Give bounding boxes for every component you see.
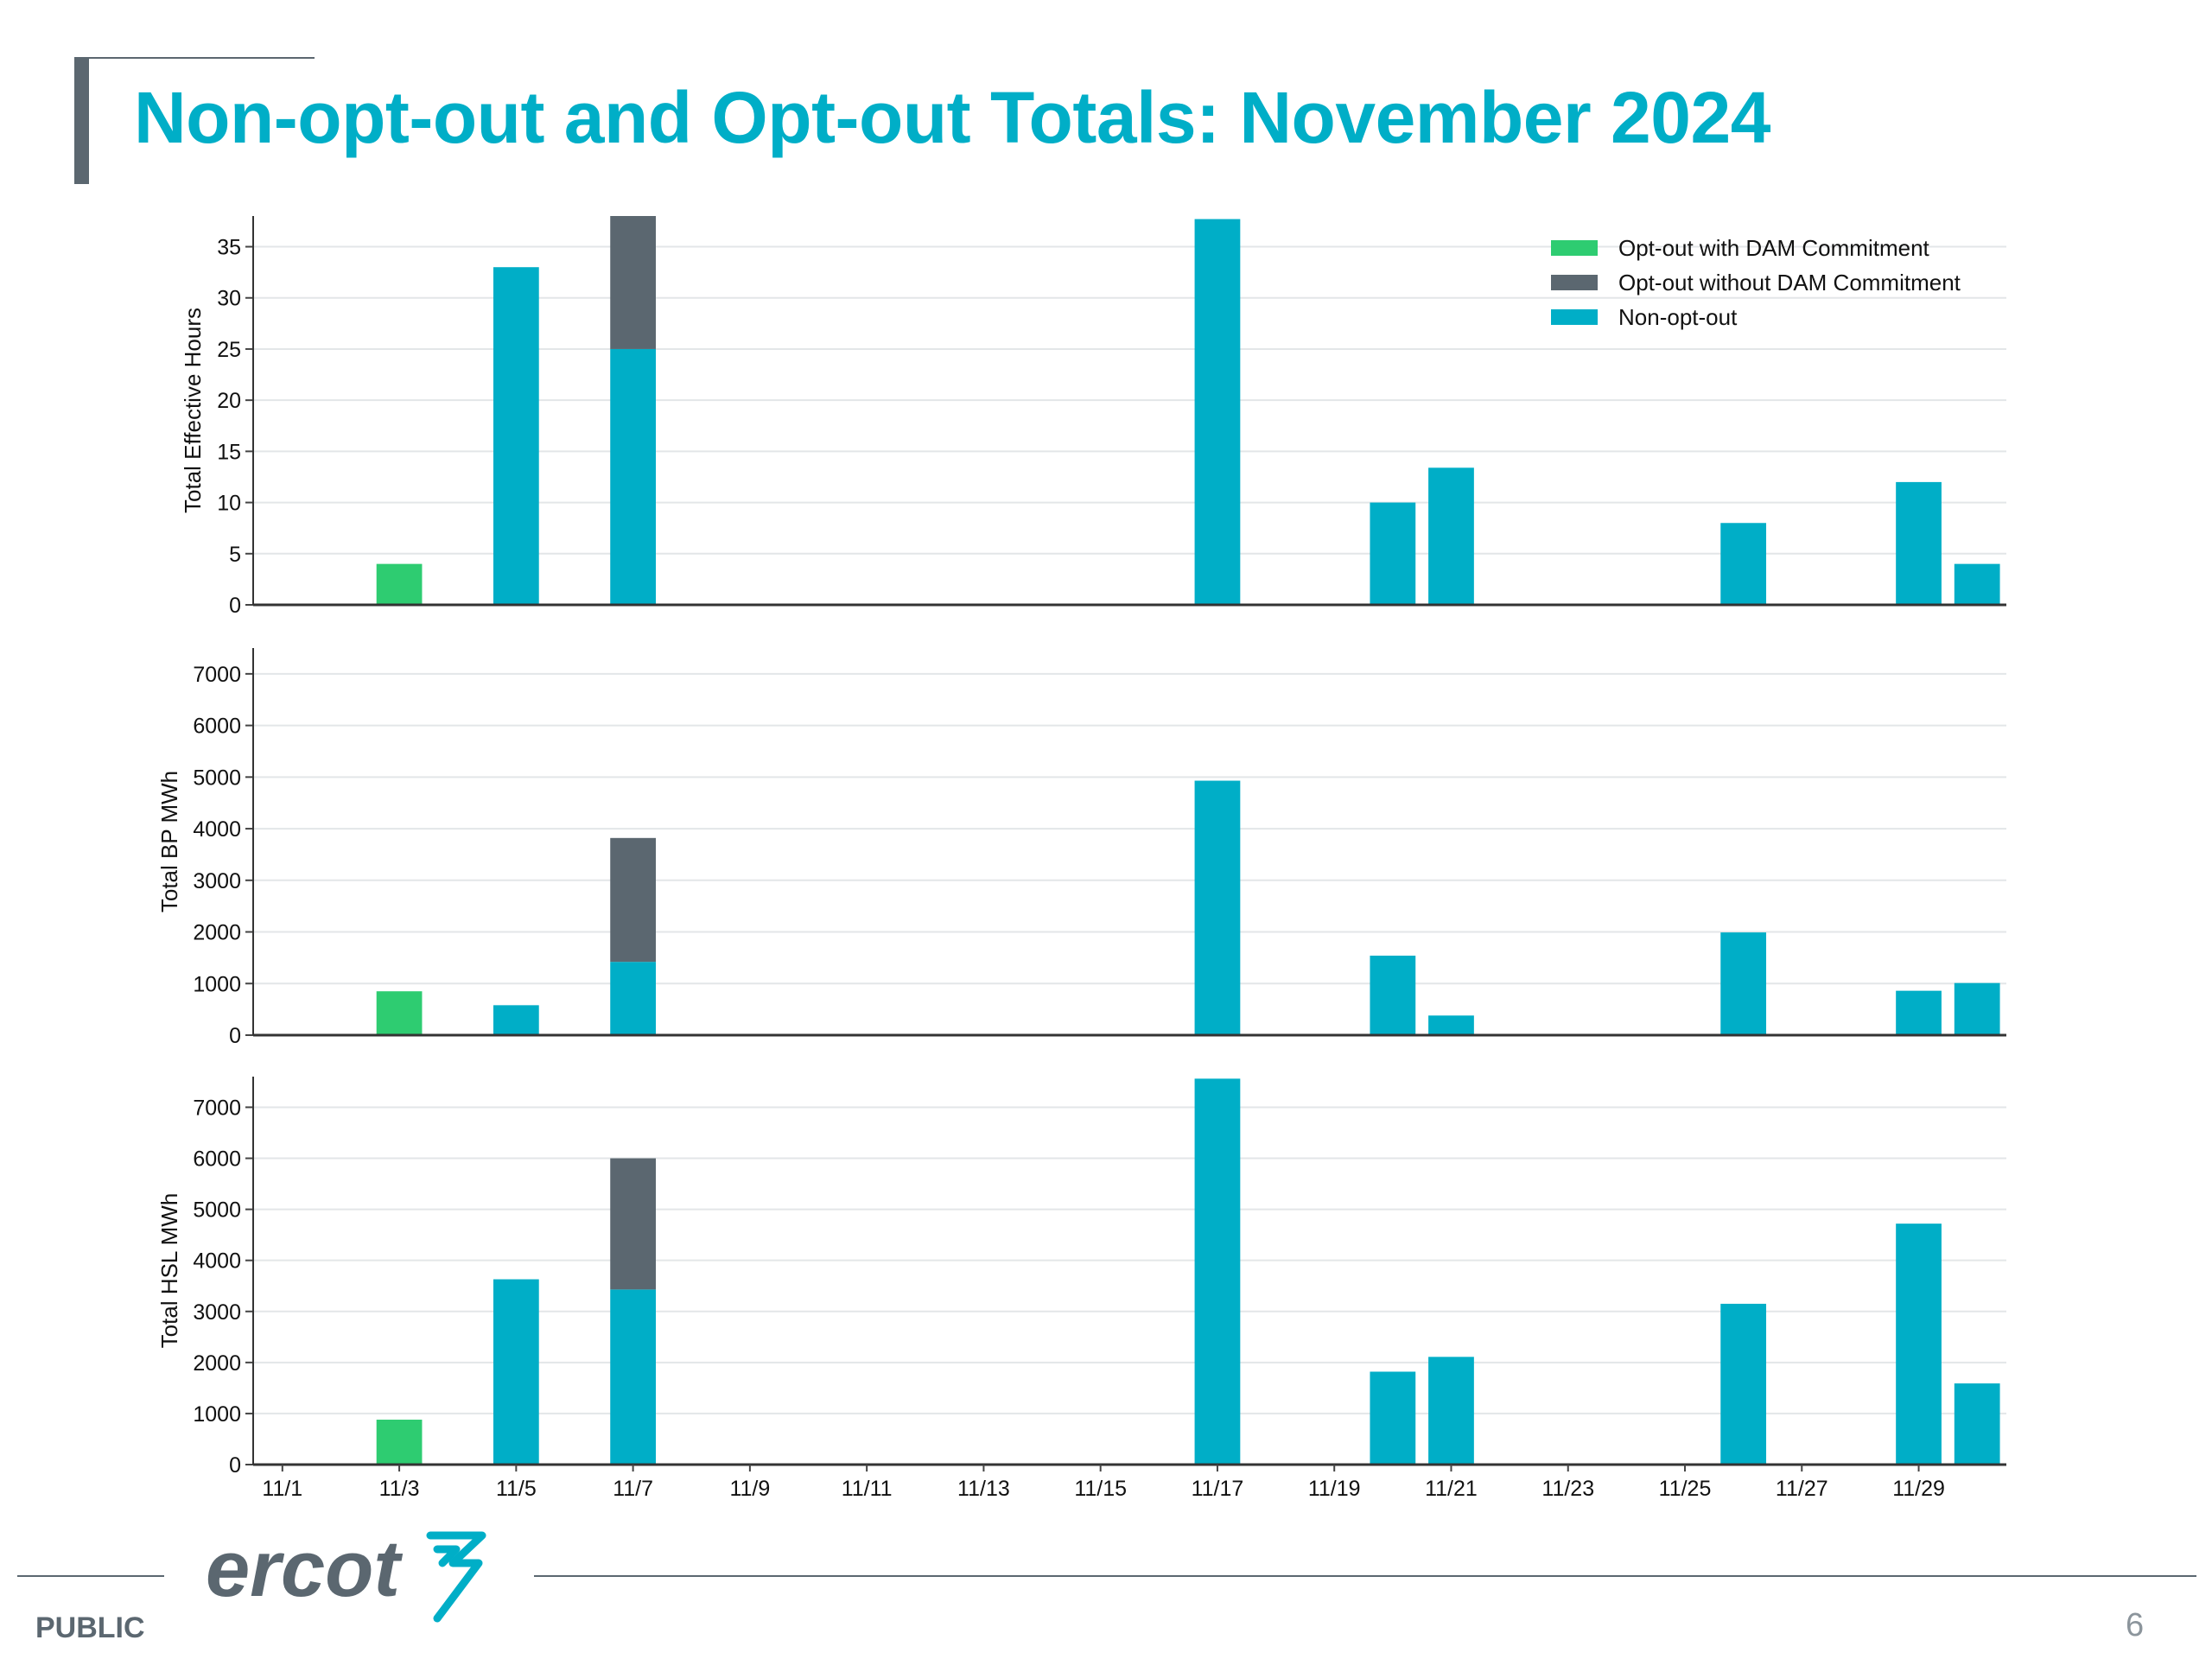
y-tick-label: 1000 [193, 1402, 241, 1427]
y-tick-label: 7000 [193, 663, 241, 687]
bar-opt-out-without-dam-commitment-11-7 [610, 837, 656, 963]
y-tick-label: 4000 [193, 1249, 241, 1274]
x-tick-label: 11/1 [262, 1477, 302, 1501]
y-tick-label: 5000 [193, 766, 241, 790]
bar-non-opt-out-11-17 [1194, 780, 1241, 1035]
y-tick-label: 4000 [193, 817, 241, 842]
y-tick-label: 5000 [193, 1198, 241, 1223]
y-tick-label: 1000 [193, 972, 241, 996]
y-tick-label: 25 [217, 338, 241, 362]
y-axis-label: Total HSL MWh [156, 1193, 182, 1349]
x-tick-label: 11/25 [1659, 1477, 1712, 1501]
bar-non-opt-out-11-21 [1428, 1357, 1474, 1465]
bar-non-opt-out-11-29 [1896, 1224, 1942, 1465]
x-tick-label: 11/5 [496, 1477, 537, 1501]
x-tick-label: 11/27 [1776, 1477, 1828, 1501]
y-axis-label: Total Effective Hours [180, 308, 206, 513]
bar-non-opt-out-11-7 [610, 348, 656, 605]
y-tick-label: 5 [229, 543, 241, 567]
bar-non-opt-out-11-21 [1428, 1015, 1474, 1035]
bar-non-opt-out-11-17 [1194, 219, 1241, 606]
y-tick-label: 15 [217, 440, 241, 464]
y-axis-label: Total BP MWh [156, 771, 182, 912]
bar-non-opt-out-11-20 [1370, 1371, 1416, 1465]
bar-opt-out-without-dam-commitment-11-7 [610, 1158, 656, 1290]
x-tick-label: 11/23 [1541, 1477, 1594, 1501]
y-tick-label: 6000 [193, 715, 241, 739]
x-tick-label: 11/3 [379, 1477, 420, 1501]
ercot-logo: ercot [206, 1525, 486, 1623]
page-number: 6 [2126, 1607, 2145, 1643]
x-tick-label: 11/13 [957, 1477, 1010, 1501]
legend-label: Non-opt-out [1618, 304, 1738, 330]
y-tick-label: 20 [217, 389, 241, 413]
legend-label: Opt-out without DAM Commitment [1618, 270, 1961, 296]
bar-non-opt-out-11-30 [1954, 563, 2000, 605]
bar-non-opt-out-11-7 [610, 1289, 656, 1465]
y-tick-label: 10 [217, 492, 241, 516]
bar-non-opt-out-11-7 [610, 962, 656, 1035]
logo-wordmark: ercot [206, 1525, 403, 1613]
bar-non-opt-out-11-26 [1720, 1303, 1767, 1465]
charts-area: 0 5 10 15 20 25 30 35 Total Effective Hours 0 1000… [156, 216, 2006, 1501]
x-tick-label: 11/7 [613, 1477, 653, 1501]
y-tick-label: 6000 [193, 1147, 241, 1172]
bar-non-opt-out-11-29 [1896, 990, 1942, 1035]
bar-non-opt-out-11-26 [1720, 523, 1767, 605]
x-tick-label: 11/29 [1892, 1477, 1945, 1501]
x-tick-label: 11/17 [1192, 1477, 1244, 1501]
bar-non-opt-out-11-29 [1896, 481, 1942, 605]
y-tick-label: 30 [217, 287, 241, 311]
title-rule [74, 57, 315, 59]
y-tick-label: 3000 [193, 1300, 241, 1325]
bar-non-opt-out-11-26 [1720, 932, 1767, 1035]
y-tick-label: 0 [229, 1024, 241, 1048]
y-tick-label: 2000 [193, 1351, 241, 1376]
bar-non-opt-out-11-20 [1370, 956, 1416, 1035]
bar-opt-out-with-dam-commitment-11-3 [376, 991, 423, 1035]
y-tick-label: 35 [217, 236, 241, 260]
footer-rule-left [17, 1575, 164, 1577]
legend-swatch [1551, 240, 1598, 256]
legend-label: Opt-out with DAM Commitment [1618, 235, 1930, 261]
slide-title: Non-opt-out and Opt-out Totals: November… [134, 77, 1770, 158]
footer-rule-right [534, 1575, 2196, 1577]
bar-non-opt-out-11-5 [493, 1005, 539, 1035]
bolt-icon [426, 1531, 486, 1623]
legend-swatch [1551, 275, 1598, 290]
y-tick-label: 0 [229, 1453, 241, 1478]
bar-non-opt-out-11-5 [493, 267, 539, 605]
footer-public-label: PUBLIC [35, 1611, 145, 1644]
bar-opt-out-without-dam-commitment-11-7 [610, 216, 656, 349]
y-tick-label: 2000 [193, 921, 241, 945]
legend-swatch [1551, 309, 1598, 325]
y-tick-label: 0 [229, 594, 241, 618]
bar-non-opt-out-11-20 [1370, 502, 1416, 605]
bar-opt-out-with-dam-commitment-11-3 [376, 1420, 423, 1465]
bar-non-opt-out-11-30 [1954, 1383, 2000, 1465]
bar-non-opt-out-11-30 [1954, 982, 2000, 1035]
bar-non-opt-out-11-5 [493, 1279, 539, 1465]
y-tick-label: 3000 [193, 869, 241, 893]
title-accent-bar [74, 57, 89, 184]
y-tick-label: 7000 [193, 1096, 241, 1120]
bar-opt-out-with-dam-commitment-11-3 [376, 563, 423, 605]
x-tick-label: 11/19 [1308, 1477, 1361, 1501]
x-tick-label: 11/15 [1074, 1477, 1127, 1501]
x-tick-label: 11/9 [729, 1477, 770, 1501]
bar-non-opt-out-11-17 [1194, 1078, 1241, 1465]
bar-non-opt-out-11-21 [1428, 467, 1474, 605]
x-tick-label: 11/21 [1425, 1477, 1478, 1501]
x-tick-label: 11/11 [842, 1477, 893, 1501]
